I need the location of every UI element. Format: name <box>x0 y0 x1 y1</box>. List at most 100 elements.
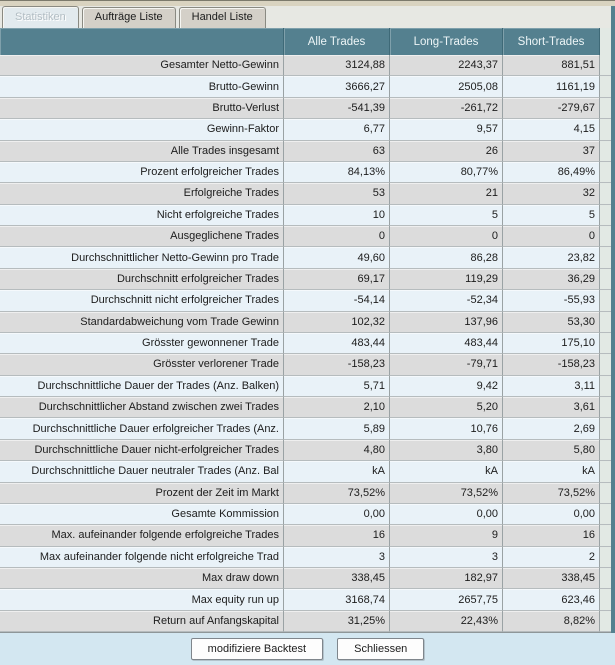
cell-value: -261,72 <box>390 97 503 120</box>
cell-value: 0 <box>503 226 600 248</box>
table-row: Ausgeglichene Trades 0 0 0 <box>0 226 611 248</box>
tab-statistiken[interactable]: Statistiken <box>2 6 79 28</box>
row-filler <box>600 418 611 440</box>
cell-value: 5 <box>390 204 503 226</box>
cell-value: 0,00 <box>284 503 390 526</box>
row-filler <box>600 546 611 568</box>
table-row: Prozent erfolgreicher Trades 84,13% 80,77%… <box>0 161 611 184</box>
cell-value: 338,45 <box>284 568 390 590</box>
cell-value: 5 <box>503 204 600 226</box>
cell-value: 1161,19 <box>503 76 600 98</box>
table-row: Max equity run up 3168,74 2657,75 623,46 <box>0 589 611 611</box>
row-label: Durchschnittliche Dauer der Trades (Anz.… <box>0 375 284 397</box>
cell-value: 2,10 <box>284 397 390 419</box>
cell-value: 5,80 <box>503 439 600 462</box>
cell-value: 26 <box>390 140 503 162</box>
row-label: Durchschnittliche Dauer nicht-erfolgreic… <box>0 439 284 462</box>
cell-value: 102,32 <box>284 311 390 333</box>
row-filler <box>600 525 611 547</box>
row-filler <box>600 482 611 504</box>
cell-value: 3,11 <box>503 375 600 397</box>
button-bar: modifiziere Backtest Schliessen <box>0 633 615 665</box>
cell-value: kA <box>503 461 600 483</box>
cell-value: 22,43% <box>390 610 503 633</box>
cell-value: 53,30 <box>503 311 600 333</box>
row-filler <box>600 439 611 462</box>
row-filler <box>600 183 611 205</box>
table-row: Gesamte Kommission 0,00 0,00 0,00 <box>0 503 611 526</box>
cell-value: 4,15 <box>503 119 600 141</box>
cell-value: 36,29 <box>503 268 600 291</box>
table-row: Alle Trades insgesamt 63 26 37 <box>0 140 611 162</box>
cell-value: -158,23 <box>503 354 600 376</box>
cell-value: 483,44 <box>284 332 390 355</box>
row-label: Gesamter Netto-Gewinn <box>0 55 284 77</box>
row-filler <box>600 226 611 248</box>
row-filler <box>600 610 611 633</box>
close-button[interactable]: Schliessen <box>337 638 425 660</box>
cell-value: -279,67 <box>503 97 600 120</box>
cell-value: 73,52% <box>390 482 503 504</box>
cell-value: 483,44 <box>390 332 503 355</box>
row-filler <box>600 375 611 397</box>
cell-value: 80,77% <box>390 161 503 184</box>
cell-value: 4,80 <box>284 439 390 462</box>
cell-value: 0,00 <box>503 503 600 526</box>
cell-value: 2243,37 <box>390 55 503 77</box>
window-top-strip <box>0 0 615 6</box>
row-filler <box>600 119 611 141</box>
row-label: Standardabweichung vom Trade Gewinn <box>0 311 284 333</box>
cell-value: 3168,74 <box>284 589 390 611</box>
cell-value: 49,60 <box>284 247 390 269</box>
cell-value: 9,42 <box>390 375 503 397</box>
row-label: Max aufeinander folgende nicht erfolgrei… <box>0 546 284 568</box>
cell-value: 10,76 <box>390 418 503 440</box>
cell-value: 182,97 <box>390 568 503 590</box>
table-row: Return auf Anfangskapital 31,25% 22,43% 8,8… <box>0 610 611 633</box>
cell-value: 3,80 <box>390 439 503 462</box>
row-label: Max. aufeinander folgende erfolgreiche T… <box>0 525 284 547</box>
row-label: Max draw down <box>0 568 284 590</box>
table-row: Durchschnittliche Dauer erfolgreicher Tr… <box>0 418 611 440</box>
tab-handel-liste[interactable]: Handel Liste <box>178 7 266 28</box>
row-label: Alle Trades insgesamt <box>0 140 284 162</box>
row-filler <box>600 290 611 312</box>
tab-auftraege-liste[interactable]: Aufträge Liste <box>81 7 176 28</box>
table-row: Max aufeinander folgende nicht erfolgrei… <box>0 546 611 568</box>
row-filler <box>600 311 611 333</box>
row-label: Durchschnittlicher Abstand zwischen zwei… <box>0 397 284 419</box>
cell-value: 6,77 <box>284 119 390 141</box>
header-short-trades: Short-Trades <box>503 28 600 55</box>
cell-value: 21 <box>390 183 503 205</box>
table-header-row: Alle Trades Long-Trades Short-Trades <box>0 28 611 55</box>
statistics-table: Alle Trades Long-Trades Short-Trades Ges… <box>0 28 611 633</box>
cell-value: 86,28 <box>390 247 503 269</box>
cell-value: 3 <box>390 546 503 568</box>
table-row: Max draw down 338,45 182,97 338,45 <box>0 568 611 590</box>
cell-value: -79,71 <box>390 354 503 376</box>
table-row: Durchschnittliche Dauer nicht-erfolgreic… <box>0 439 611 462</box>
cell-value: 16 <box>503 525 600 547</box>
table-row: Prozent der Zeit im Markt 73,52% 73,52% 73,… <box>0 482 611 504</box>
row-label: Brutto-Gewinn <box>0 76 284 98</box>
row-filler <box>600 332 611 355</box>
row-label: Grösster verlorener Trade <box>0 354 284 376</box>
row-filler <box>600 568 611 590</box>
cell-value: 5,20 <box>390 397 503 419</box>
row-filler <box>600 397 611 419</box>
cell-value: 2 <box>503 546 600 568</box>
modify-backtest-button[interactable]: modifiziere Backtest <box>190 638 324 660</box>
cell-value: kA <box>284 461 390 483</box>
row-filler <box>600 461 611 483</box>
row-filler <box>600 161 611 184</box>
table-row: Gesamter Netto-Gewinn 3124,88 2243,37 881,5… <box>0 55 611 77</box>
cell-value: 119,29 <box>390 268 503 291</box>
cell-value: 2657,75 <box>390 589 503 611</box>
cell-value: 73,52% <box>503 482 600 504</box>
table-row: Brutto-Verlust -541,39 -261,72 -279,67 <box>0 97 611 120</box>
row-label: Durchschnitt erfolgreicher Trades <box>0 268 284 291</box>
cell-value: -541,39 <box>284 97 390 120</box>
table-row: Durchschnittlicher Netto-Gewinn pro Trad… <box>0 247 611 269</box>
cell-value: 338,45 <box>503 568 600 590</box>
cell-value: 3 <box>284 546 390 568</box>
